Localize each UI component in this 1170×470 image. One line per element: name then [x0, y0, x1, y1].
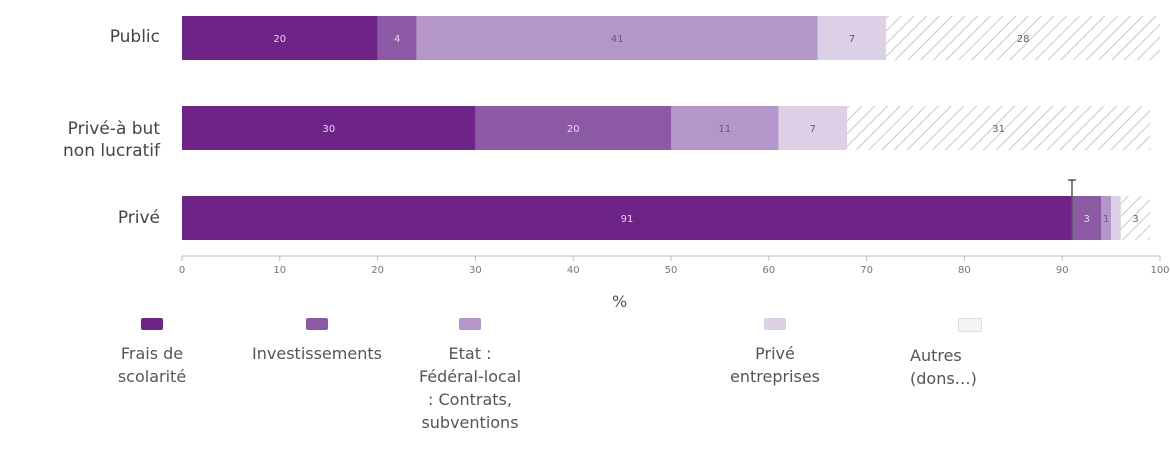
data-label-0-2: 41 [611, 34, 624, 45]
bar-segment-0-0 [182, 16, 378, 60]
legend-label-state: Etat : Fédéral-local : Contrats, subvent… [418, 344, 522, 432]
legend-swatch-other [958, 318, 982, 332]
bar-segment-1-3 [778, 106, 848, 150]
data-label-1-4: 31 [992, 124, 1005, 135]
bar-segment-2-4 [1120, 196, 1151, 240]
data-label-2-4: 3 [1132, 214, 1138, 225]
bar-segment-2-1 [1071, 196, 1102, 240]
bar-segment-0-4 [886, 16, 1160, 60]
data-label-2-2: 1 [1103, 214, 1109, 225]
legend-label-investments: Investissements [252, 344, 382, 363]
bar-segment-2-0 [182, 196, 1072, 240]
bar-segment-1-2 [671, 106, 779, 150]
bar-segment-0-2 [416, 16, 818, 60]
x-tick-label: 40 [567, 265, 580, 276]
x-tick-label: 70 [860, 265, 873, 276]
x-tick-label: 60 [762, 265, 775, 276]
legend-label-tuition: Frais de scolarité [117, 344, 187, 386]
data-label-2-1: 3 [1083, 214, 1089, 225]
bar-segment-1-0 [182, 106, 476, 150]
legend-swatch-state [459, 318, 481, 330]
legend-item-other: Autres (dons…) [910, 318, 1010, 390]
bar-segment-0-1 [377, 16, 417, 60]
bar-segment-0-3 [817, 16, 887, 60]
data-label-1-2: 11 [718, 124, 731, 135]
bar-segment-1-1 [475, 106, 671, 150]
category-label-private: Privé [117, 208, 160, 228]
data-label-1-3: 7 [810, 124, 816, 135]
bar-segment-1-4 [847, 106, 1151, 150]
legend-item-private-companies: Privé entreprises [700, 318, 850, 388]
x-tick-label: 30 [469, 265, 482, 276]
bar-segment-2-3 [1111, 196, 1121, 240]
x-tick-label: 50 [665, 265, 678, 276]
x-tick-label: 20 [371, 265, 384, 276]
data-label-0-0: 20 [273, 34, 286, 45]
category-label-public: Public [109, 27, 160, 47]
legend-swatch-tuition [141, 318, 163, 330]
legend-label-private-companies: Privé entreprises [729, 344, 821, 386]
x-tick-label: 100 [1150, 265, 1169, 276]
data-label-0-4: 28 [1017, 34, 1030, 45]
legend-item-tuition: Frais de scolarité [92, 318, 212, 388]
category-label-private-nonprofit: Privé-à but non lucratif [63, 119, 160, 161]
data-label-0-1: 4 [394, 34, 400, 45]
bar-segment-2-2 [1101, 196, 1112, 240]
legend-swatch-private-companies [764, 318, 786, 330]
x-tick-label: 10 [273, 265, 286, 276]
data-label-1-0: 30 [322, 124, 335, 135]
x-tick-label: 0 [179, 265, 185, 276]
data-label-2-0: 91 [621, 214, 634, 225]
legend-swatch-investments [306, 318, 328, 330]
x-tick-label: 80 [958, 265, 971, 276]
x-axis-title: % [612, 292, 628, 311]
data-label-0-3: 7 [849, 34, 855, 45]
data-label-1-1: 20 [567, 124, 580, 135]
x-tick-label: 90 [1056, 265, 1069, 276]
legend-item-investments: Investissements [232, 318, 402, 365]
legend-item-state: Etat : Fédéral-local : Contrats, subvent… [385, 318, 555, 434]
legend-label-other: Autres (dons…) [910, 346, 977, 388]
